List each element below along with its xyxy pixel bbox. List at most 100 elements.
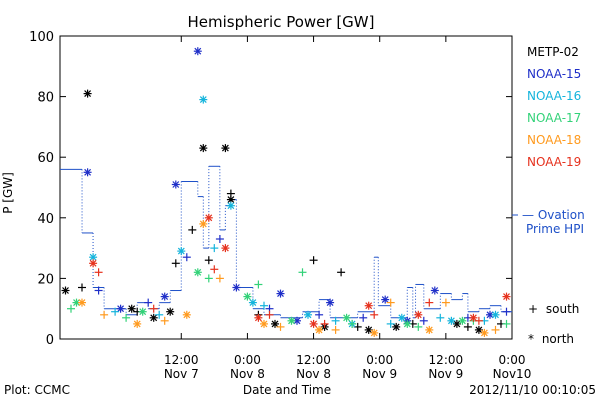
data-point-metp-02-north [166,307,175,316]
data-point-noaa-17-south [122,313,131,322]
data-point-noaa-18-south [160,316,169,325]
data-point-noaa-18-south [441,298,450,307]
data-point-noaa-16-south [436,313,445,322]
data-point-noaa-15-north [171,180,180,189]
data-point-noaa-18-north [199,219,208,228]
data-point-metp-02-south [171,259,180,268]
data-point-noaa-18-south [100,310,109,319]
y-axis-label: P [GW] [1,172,15,214]
legend-item-noaa-16: NOAA-16 [527,89,581,103]
marker-stroke [133,320,141,328]
marker-stroke [326,299,334,307]
data-point-noaa-19-south [265,310,274,319]
data-point-noaa-16-south [260,301,268,310]
marker-stroke [381,296,389,304]
marker-stroke [128,305,136,313]
marker-stroke [62,287,69,294]
data-point-noaa-19-north [502,292,511,301]
marker-stroke [227,196,235,204]
data-point-noaa-18-north [260,319,268,328]
marker-stroke [486,311,494,319]
data-point-noaa-19-south [320,319,329,328]
marker-stroke [243,293,251,301]
data-point-noaa-16-south [331,316,340,325]
marker-stroke [227,202,235,210]
marker-stroke [260,320,268,328]
data-point-noaa-18-south [491,325,500,334]
x-axis-label: Date and Time [243,383,331,397]
data-point-noaa-15-north [430,286,439,295]
data-point-noaa-15-south [144,298,153,307]
data-point-noaa-18-north [370,328,379,337]
marker-stroke [365,326,373,334]
data-point-noaa-18-north [315,325,324,334]
data-point-noaa-19-south [210,265,219,274]
data-point-noaa-15-north [232,283,241,292]
data-point-noaa-15-south [502,307,511,316]
data-point-noaa-15-south [182,253,191,262]
marker-stroke [73,299,80,307]
symbol-key-south: + south [528,302,579,316]
marker-stroke [150,314,158,322]
marker-stroke [453,320,461,328]
data-point-noaa-16-south [386,319,395,328]
data-point-noaa-15-south [215,235,224,243]
marker-stroke [84,168,92,176]
south-label: south [546,302,580,316]
marker-stroke [205,214,213,222]
data-point-noaa-15-south [419,316,428,325]
data-point-noaa-17-south [67,304,75,313]
x-tick-label-date: Nov 7 [164,367,199,381]
data-point-metp-02-north [271,319,279,328]
marker-stroke [414,311,422,319]
data-point-noaa-15-north [193,47,202,56]
data-point-noaa-18-north [425,325,434,334]
data-point-noaa-16-north [199,95,208,104]
data-point-metp-02-north [61,286,70,295]
legend-item-noaa-19: NOAA-19 [527,155,581,169]
marker-stroke [139,308,147,316]
data-point-noaa-16-south [111,307,120,316]
marker-stroke [199,96,207,104]
marker-stroke [177,247,185,255]
ovation-legend-line1: — Ovation [522,208,585,222]
data-point-noaa-18-north [78,298,86,307]
marker-stroke [254,314,262,322]
data-point-noaa-15-north [83,168,92,177]
marker-stroke [480,329,488,337]
data-point-noaa-15-south [315,310,324,319]
marker-stroke [492,311,499,319]
x-tick-label-time: 12:00 [429,353,464,367]
plot-frame [59,35,513,340]
data-point-noaa-16-south [210,244,219,253]
marker-stroke [343,314,351,322]
data-point-metp-02-north [83,89,92,98]
data-point-noaa-15-north [276,289,285,298]
data-point-metp-02-south [226,189,235,198]
x-tick-label-time: 0:00 [499,353,526,367]
legend-item-noaa-17: NOAA-17 [527,111,581,125]
x-tick-label-date: Nov 9 [362,367,397,381]
plot-frame-rect [59,35,513,340]
marker-stroke [293,317,301,325]
marker-stroke [392,323,400,331]
data-point-metp-02-south [204,256,213,265]
data-point-noaa-19-north [364,301,373,310]
data-point-metp-02-south [463,322,472,331]
marker-stroke [221,244,229,252]
north-symbol: * [528,332,534,346]
marker-stroke [194,47,202,55]
data-point-noaa-18-south [215,274,224,283]
marker-stroke [310,320,318,328]
data-point-metp-02-north [149,313,158,322]
y-tick-label: 20 [37,272,54,287]
legend-item-noaa-15: NOAA-15 [527,67,581,81]
legend-item-metp-02: METP-02 [527,45,579,59]
data-point-noaa-18-south [276,322,285,331]
marker-stroke [78,299,86,307]
y-tick-label: 0 [46,333,54,348]
marker-stroke [221,144,229,152]
footer-left: Plot: CCMC [4,383,70,397]
x-tick-label-date: Nov 8 [230,367,265,381]
